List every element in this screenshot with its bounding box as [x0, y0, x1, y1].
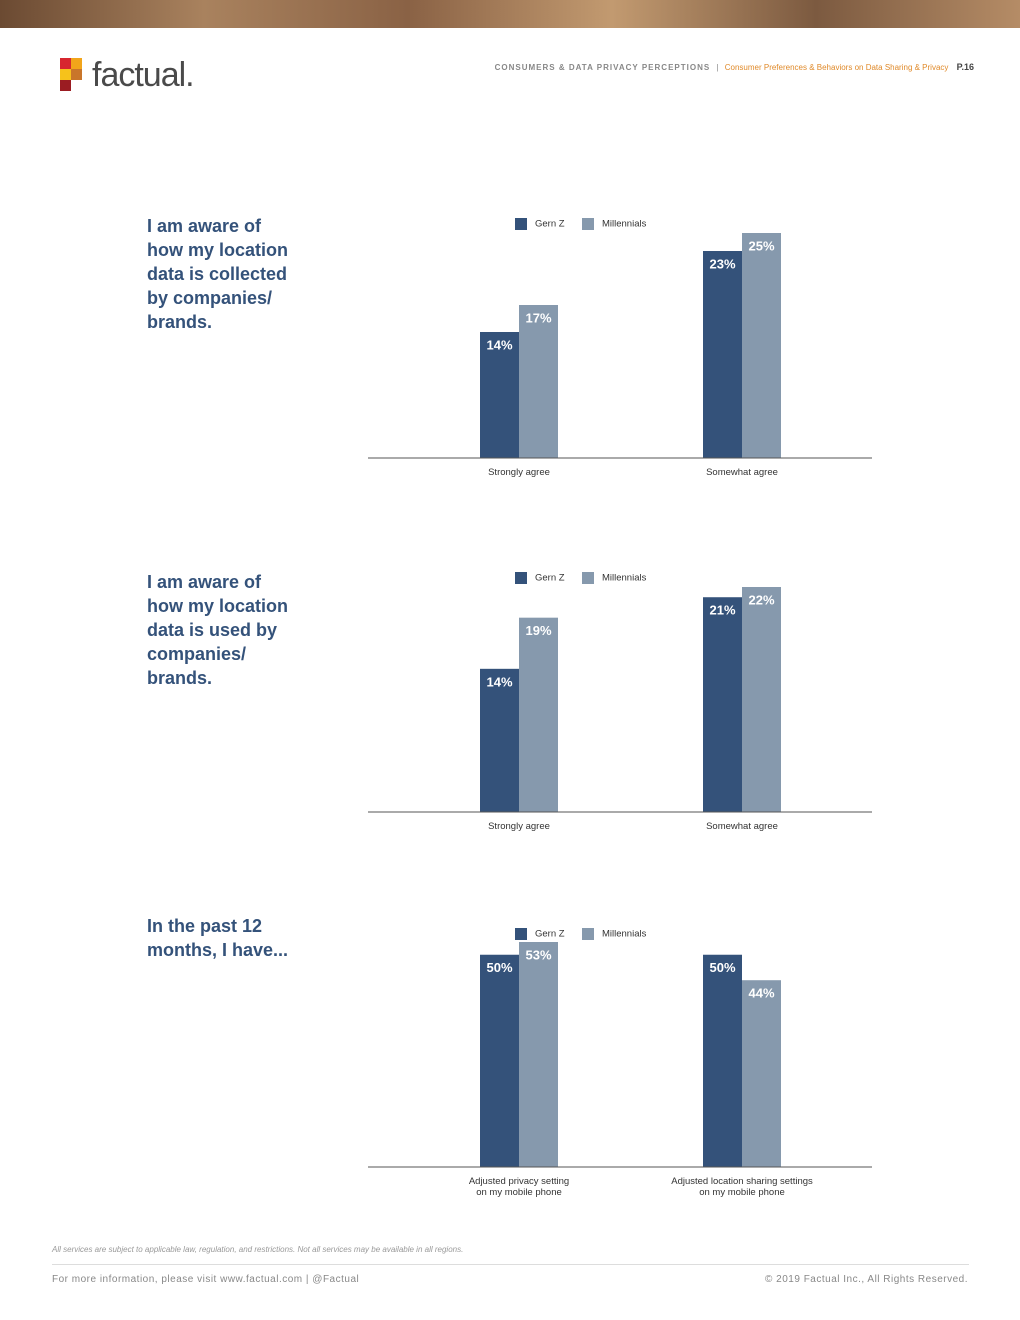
bar [742, 980, 781, 1167]
logo-icon [60, 58, 82, 91]
separator: | [716, 63, 719, 72]
bar [703, 597, 742, 812]
page-number: P.16 [956, 62, 974, 72]
legend-label: Millennials [602, 573, 647, 584]
question-line: how my location [147, 596, 289, 616]
legend-label: Gern Z [535, 219, 565, 230]
bar [480, 332, 519, 458]
bar [519, 617, 558, 812]
category-label: Somewhat agree [706, 467, 778, 478]
bar [519, 942, 558, 1167]
header-nav: CONSUMERS & DATA PRIVACY PERCEPTIONS | C… [495, 62, 974, 72]
value-label: 14% [486, 337, 512, 352]
value-label: 14% [486, 674, 512, 689]
question-line: data is collected [147, 264, 288, 284]
question-line: months, I have... [147, 940, 289, 960]
question-line: brands. [147, 668, 213, 688]
category-label: Adjusted location sharing settings on my… [671, 1176, 813, 1198]
value-label: 22% [748, 592, 774, 607]
question-line: I am aware of [147, 216, 262, 236]
value-label: 50% [709, 960, 735, 975]
legend-swatch [582, 572, 594, 584]
question-line: brands. [147, 312, 213, 332]
value-label: 25% [748, 238, 774, 253]
category-label: Somewhat agree [706, 821, 778, 832]
bar [742, 233, 781, 458]
bar [703, 251, 742, 458]
value-label: 21% [709, 603, 735, 618]
bar [519, 305, 558, 458]
legend-swatch [515, 928, 527, 940]
category-label: Strongly agree [488, 467, 550, 478]
bar [742, 587, 781, 812]
legend-swatch [515, 218, 527, 230]
copyright: © 2019 Factual Inc., All Rights Reserved… [765, 1274, 968, 1285]
question-line: In the past 12 [147, 916, 263, 936]
value-label: 23% [709, 256, 735, 271]
bar [703, 954, 742, 1167]
section: CONSUMERS & DATA PRIVACY PERCEPTIONS [494, 63, 711, 72]
logo: factual. [92, 56, 195, 94]
footer-info: For more information, please visit www.f… [52, 1274, 360, 1285]
question-line: by companies/ [147, 288, 273, 308]
question-line: data is used by [147, 620, 278, 640]
value-label: 17% [525, 310, 551, 325]
legend-label: Gern Z [535, 573, 565, 584]
value-label: 19% [525, 623, 551, 638]
header-photo [0, 0, 1020, 28]
legend-swatch [582, 218, 594, 230]
footer-rule [52, 1264, 969, 1265]
legend-label: Millennials [602, 929, 647, 940]
bar [480, 954, 519, 1167]
bar [480, 668, 519, 812]
category-label: Strongly agree [488, 821, 550, 832]
legend-label: Gern Z [535, 929, 565, 940]
question-line: I am aware of [147, 572, 262, 592]
disclaimer: All services are subject to applicable l… [52, 1245, 464, 1254]
legend-swatch [582, 928, 594, 940]
value-label: 53% [525, 947, 551, 962]
legend-label: Millennials [602, 219, 647, 230]
question-line: how my location [147, 240, 289, 260]
category-label: Adjusted privacy setting on my mobile ph… [468, 1176, 570, 1198]
subsection: Consumer Preferences & Behaviors on Data… [724, 63, 949, 72]
value-label: 50% [486, 960, 512, 975]
question-line: companies/ [147, 644, 247, 664]
legend-swatch [515, 572, 527, 584]
value-label: 44% [748, 986, 774, 1001]
